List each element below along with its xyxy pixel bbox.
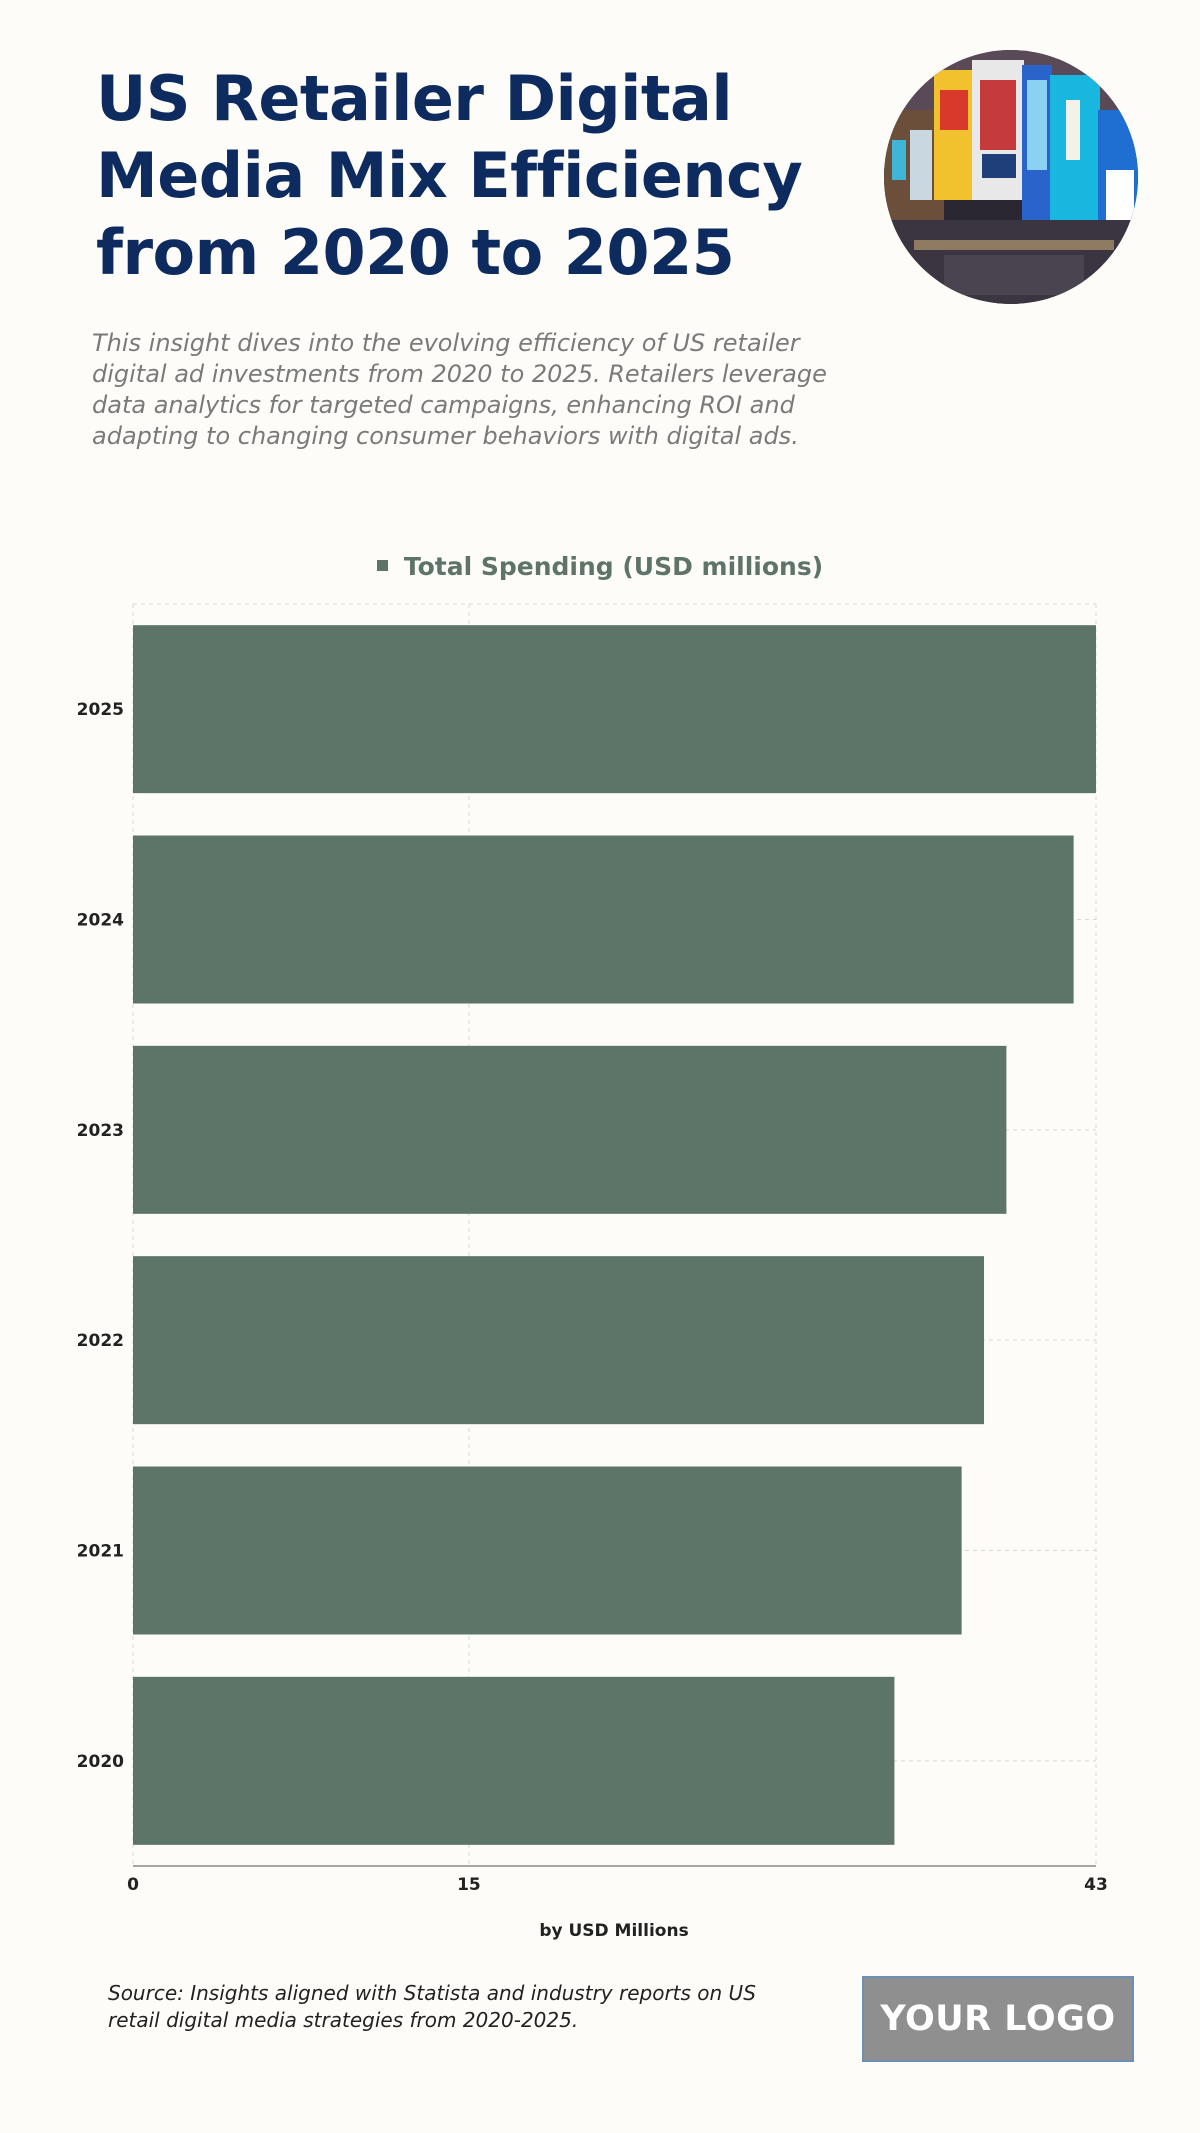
x-axis-title: by USD Millions bbox=[539, 1921, 688, 1941]
legend-swatch bbox=[376, 559, 388, 571]
photo-illustration bbox=[884, 50, 1138, 304]
chart-legend: Total Spending (USD millions) bbox=[0, 552, 1200, 581]
bar-2021 bbox=[133, 1466, 962, 1635]
y-tick-label: 2022 bbox=[77, 1331, 124, 1351]
bar-2023 bbox=[133, 1045, 1007, 1214]
y-tick-label: 2024 bbox=[77, 911, 124, 931]
source-note: Source: Insights aligned with Statista a… bbox=[108, 1981, 756, 2032]
y-tick-label: 2020 bbox=[77, 1752, 124, 1772]
bar-chart: 2025 2024 2023 2022 2021 2020 0 15 43 by USD Mill… bbox=[77, 603, 1108, 1941]
bar-2024 bbox=[133, 835, 1074, 1004]
y-tick-label: 2021 bbox=[77, 1542, 124, 1562]
y-tick-label: 2025 bbox=[77, 700, 124, 720]
x-tick-label: 15 bbox=[457, 1875, 481, 1895]
logo-text: YOUR LOGO bbox=[880, 1999, 1116, 2039]
page-title: US Retailer Digital Media Mix Efficiency… bbox=[96, 62, 803, 289]
page-subtitle: This insight dives into the evolving eff… bbox=[92, 329, 827, 450]
bar-2022 bbox=[133, 1256, 985, 1425]
bar-2025 bbox=[133, 625, 1096, 794]
bar-2020 bbox=[133, 1676, 895, 1845]
y-tick-label: 2023 bbox=[77, 1121, 124, 1141]
logo-placeholder: YOUR LOGO bbox=[862, 1976, 1134, 2062]
city-billboards-photo bbox=[884, 50, 1138, 304]
x-tick-label: 0 bbox=[127, 1875, 139, 1895]
x-tick-label: 43 bbox=[1084, 1875, 1108, 1895]
legend-label: Total Spending (USD millions) bbox=[403, 552, 824, 581]
